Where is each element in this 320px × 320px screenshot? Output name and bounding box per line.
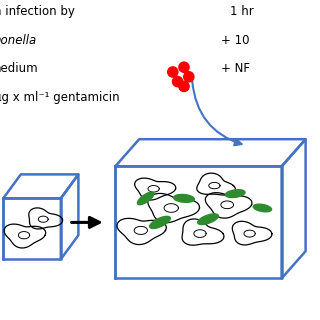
Text: + NF: + NF xyxy=(221,62,250,76)
Polygon shape xyxy=(253,204,272,212)
Polygon shape xyxy=(225,190,245,197)
Circle shape xyxy=(179,81,189,92)
Text: nonella: nonella xyxy=(0,34,37,47)
Text: μg x ml⁻¹ gentamicin: μg x ml⁻¹ gentamicin xyxy=(0,91,119,104)
Circle shape xyxy=(172,76,183,87)
Polygon shape xyxy=(138,192,154,205)
Polygon shape xyxy=(150,216,170,228)
Polygon shape xyxy=(174,195,194,202)
Circle shape xyxy=(179,62,189,72)
Text: nedium: nedium xyxy=(0,62,38,76)
Circle shape xyxy=(168,67,178,77)
Text: n infection by: n infection by xyxy=(0,5,75,18)
Text: + 10: + 10 xyxy=(221,34,249,47)
Text: 1 hr: 1 hr xyxy=(230,5,254,18)
Circle shape xyxy=(184,72,194,82)
Polygon shape xyxy=(198,214,218,225)
